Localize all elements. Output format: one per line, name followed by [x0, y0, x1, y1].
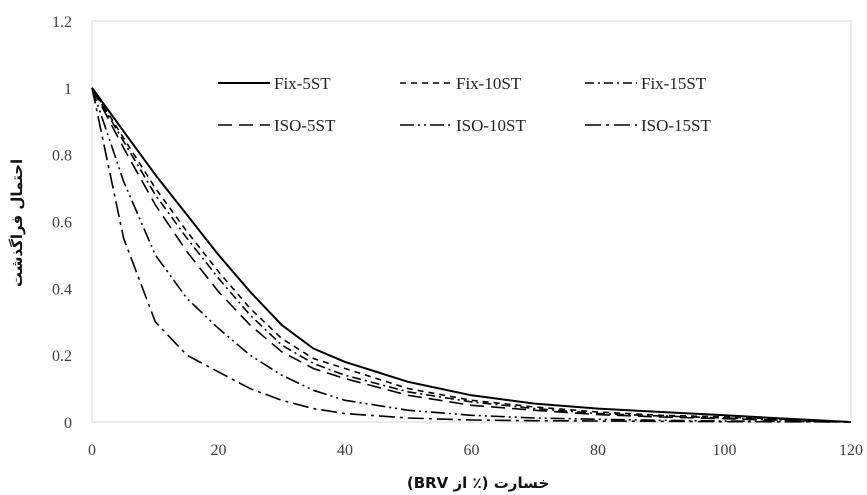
legend-label-iso-10st: ISO-10ST: [456, 116, 527, 135]
x-axis-ticks: 0 20 40 60 80 100 120: [88, 442, 863, 459]
legend-label-iso-5st: ISO-5ST: [274, 116, 336, 135]
series-line-iso-10st: [91, 87, 852, 423]
plot-area: [91, 20, 852, 423]
y-tick-label: 0.8: [52, 148, 72, 165]
y-tick-label: 1.2: [52, 14, 72, 31]
x-tick-label: 0: [88, 442, 96, 459]
y-axis-title: احتمال فراگذشت: [8, 159, 26, 287]
x-tick-label: 80: [590, 442, 606, 459]
series-line-fix-10st: [91, 87, 852, 423]
y-tick-label: 0.2: [52, 348, 72, 365]
x-tick-label: 40: [337, 442, 353, 459]
x-tick-label: 120: [839, 442, 863, 459]
legend-label-fix-15st: Fix-15ST: [641, 74, 707, 93]
series-line-iso-15st: [91, 87, 852, 423]
legend-label-fix-10st: Fix-10ST: [456, 74, 522, 93]
legend-label-fix-5st: Fix-5ST: [274, 74, 331, 93]
y-tick-label: 0.6: [52, 215, 72, 232]
y-tick-label: 1: [64, 81, 72, 98]
y-tick-label: 0: [64, 415, 72, 432]
y-axis-ticks: 0 0.2 0.4 0.6 0.8 1 1.2: [52, 14, 72, 432]
legend-label-iso-15st: ISO-15ST: [641, 116, 712, 135]
y-tick-label: 0.4: [52, 281, 72, 298]
legend: Fix-5ST Fix-10ST Fix-15ST ISO-5ST ISO-10ST IS…: [218, 74, 712, 135]
x-tick-label: 60: [464, 442, 480, 459]
x-tick-label: 20: [211, 442, 227, 459]
x-axis-title: خسارت (٪ از BRV): [407, 474, 549, 492]
x-tick-label: 100: [713, 442, 737, 459]
series-line-fix-15st: [91, 87, 852, 423]
series-line-fix-5st: [91, 87, 852, 423]
series-line-iso-5st: [91, 87, 852, 423]
series-lines: [91, 87, 852, 423]
